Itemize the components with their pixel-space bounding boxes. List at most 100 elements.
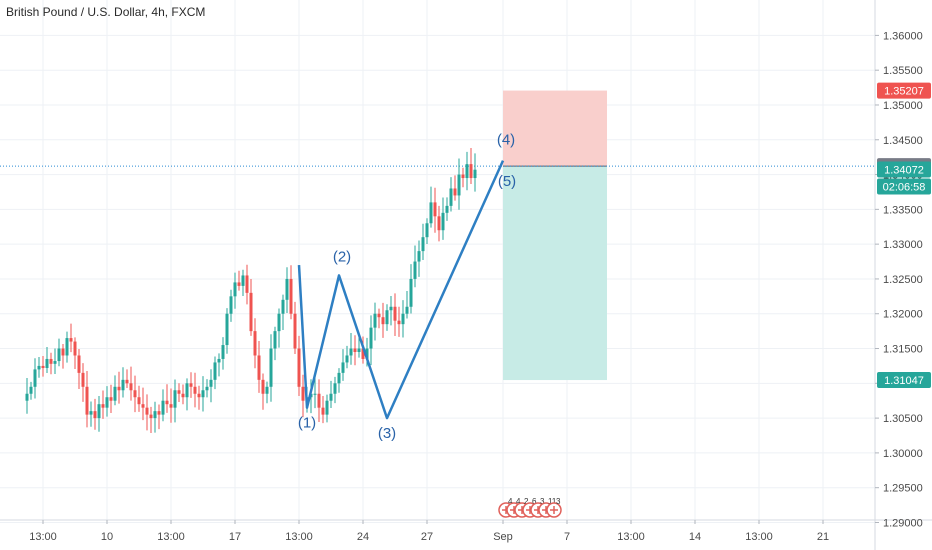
candle-body (34, 369, 37, 386)
candle-body (238, 282, 241, 285)
candle-body (118, 387, 121, 390)
chart-title: British Pound / U.S. Dollar, 4h, FXCM (6, 5, 205, 19)
wave-label-5: (5) (498, 173, 516, 190)
time-tick-label: 21 (817, 531, 829, 543)
candle-body (134, 390, 137, 397)
candle-body (422, 237, 425, 251)
candle-body (282, 300, 285, 314)
candle-body (430, 202, 433, 223)
price-tag-label: 1.34072 (884, 165, 924, 177)
candle-body (110, 397, 113, 400)
candle-body (70, 338, 73, 341)
price-tick-label: 1.35500 (883, 65, 923, 77)
candle-body (414, 262, 417, 279)
candle-body (214, 362, 217, 379)
candle-body (86, 387, 89, 415)
wave-label-3: (3) (378, 425, 396, 442)
candle-body (218, 359, 221, 362)
candle-body (158, 411, 161, 414)
candle-body (402, 314, 405, 324)
candle-body (46, 359, 49, 368)
candle-body (26, 394, 29, 401)
candle-body (330, 394, 333, 401)
candle-body (434, 202, 437, 216)
take-profit-zone (503, 166, 607, 380)
candle-body (278, 314, 281, 331)
candle-body (186, 383, 189, 397)
time-tick-label: 13:00 (745, 531, 773, 543)
countdown-label: 02:06:58 (883, 182, 926, 194)
candle-body (246, 275, 249, 292)
candle-body (458, 175, 461, 196)
candle-body (442, 213, 445, 230)
time-tick-label: 13:00 (617, 531, 645, 543)
candle-body (190, 383, 193, 386)
price-tag-label: 1.35207 (884, 86, 924, 98)
candle-body (326, 401, 329, 415)
candle-body (58, 349, 61, 362)
time-tick-label: 13:00 (285, 531, 313, 543)
price-tick-label: 1.33500 (883, 204, 923, 216)
candle-body (250, 293, 253, 331)
candle-body (346, 355, 349, 362)
candle-body (322, 408, 325, 415)
candle-body (454, 188, 457, 195)
candle-body (90, 411, 93, 414)
candle-body (466, 164, 469, 178)
candle-body (150, 415, 153, 418)
candle-body (194, 387, 197, 394)
candle-body (198, 394, 201, 397)
candle-body (298, 349, 301, 387)
candle-body (386, 310, 389, 324)
candle-body (390, 307, 393, 310)
candle-body (382, 317, 385, 324)
wave-label-4: (4) (497, 132, 515, 149)
candle-body (378, 314, 381, 317)
candle-body (62, 349, 65, 356)
event-count: 3 (556, 497, 561, 506)
candle-body (354, 349, 357, 352)
candle-body (106, 397, 109, 407)
candle-body (426, 223, 429, 237)
price-axis[interactable]: 1.290001.295001.300001.305001.310001.315… (875, 30, 923, 529)
candle-body (438, 216, 441, 230)
candle-body (230, 296, 233, 313)
candle-body (130, 383, 133, 390)
candle-body (242, 275, 245, 285)
candle-body (78, 355, 81, 372)
candle-body (470, 164, 473, 178)
candle-body (206, 387, 209, 390)
candle-body (38, 366, 41, 369)
candle-body (166, 401, 169, 404)
candle-body (170, 404, 173, 407)
time-tick-label: 13:00 (29, 531, 57, 543)
candle-body (266, 387, 269, 394)
candle-body (258, 355, 261, 379)
candle-body (294, 314, 297, 349)
price-tick-label: 1.36000 (883, 30, 923, 42)
candle-body (54, 361, 57, 364)
time-tick-label: Sep (493, 531, 513, 543)
time-tick-label: 13:00 (157, 531, 185, 543)
candle-body (142, 404, 145, 407)
price-tag-price: 1.34072 (877, 162, 931, 178)
candle-body (82, 373, 85, 387)
time-tick-label: 10 (101, 531, 113, 543)
time-tick-label: 17 (229, 531, 241, 543)
candle-body (314, 394, 317, 395)
candle-body (338, 373, 341, 383)
candle-body (222, 345, 225, 359)
price-tag-stop: 1.35207 (877, 83, 931, 99)
countdown-tag: 02:06:58 (877, 179, 931, 195)
candle-body (182, 394, 185, 397)
candle-body (226, 314, 229, 345)
candle-body (290, 279, 293, 314)
time-tick-label: 27 (421, 531, 433, 543)
candle-body (342, 362, 345, 372)
candle-body (398, 321, 401, 324)
candle-body (462, 175, 465, 178)
candle-body (406, 307, 409, 314)
wave-label-1: (1) (298, 415, 316, 432)
